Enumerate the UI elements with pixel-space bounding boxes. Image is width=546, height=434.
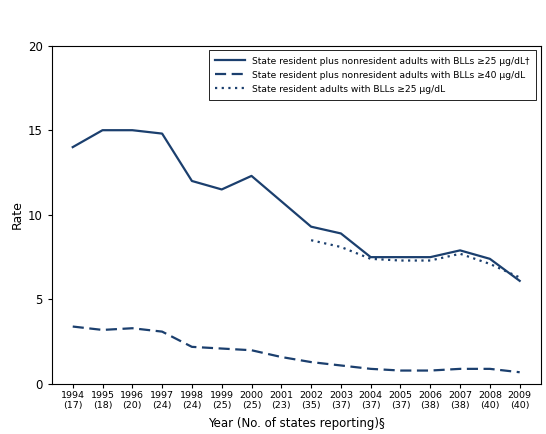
- X-axis label: Year (No. of states reporting)§: Year (No. of states reporting)§: [208, 418, 384, 431]
- Text: Medscape: Medscape: [10, 14, 111, 32]
- Legend: State resident plus nonresident adults with BLLs ≥25 μg/dL†, State resident plus: State resident plus nonresident adults w…: [209, 50, 536, 100]
- Text: Source: MMWR © 2011 Centers for Disease Control and Prevention (CDC): Source: MMWR © 2011 Centers for Disease …: [81, 413, 465, 423]
- Y-axis label: Rate: Rate: [11, 201, 24, 229]
